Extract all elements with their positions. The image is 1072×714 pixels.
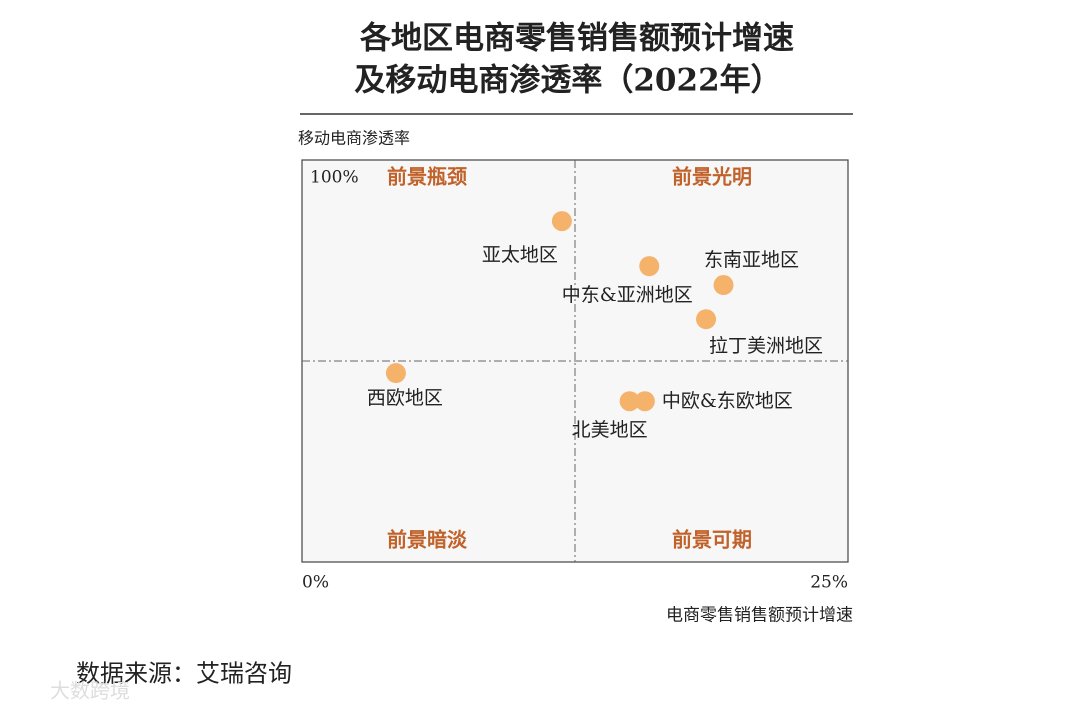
point bbox=[696, 309, 717, 330]
x-tick-label: 25% bbox=[810, 573, 848, 593]
chart-title: 各地区电商零售销售额预计增速 bbox=[359, 21, 794, 57]
point bbox=[634, 391, 655, 412]
point-label: 拉丁美洲地区 bbox=[709, 335, 823, 357]
quadrant-label: 前景光明 bbox=[672, 165, 752, 189]
chart-subtitle: 及移动电商渗透率（2022年） bbox=[354, 63, 781, 99]
point bbox=[713, 275, 734, 296]
point-label: 北美地区 bbox=[572, 419, 648, 441]
source: 数据来源：艾瑞咨询 bbox=[76, 660, 292, 688]
watermark: 大数跨境 bbox=[50, 679, 130, 703]
point bbox=[639, 256, 660, 277]
point-label: 亚太地区 bbox=[482, 244, 558, 266]
x-axis-label: 电商零售销售额预计增速 bbox=[666, 606, 853, 626]
point bbox=[619, 391, 640, 412]
point-label: 西欧地区 bbox=[367, 387, 443, 409]
x-tick-label: 0% bbox=[302, 573, 329, 593]
y-tick-label: 100% bbox=[310, 168, 359, 188]
quadrant-label: 前景暗淡 bbox=[387, 528, 468, 552]
point-label: 东南亚地区 bbox=[704, 249, 799, 271]
quadrant-label: 前景瓶颈 bbox=[387, 165, 467, 189]
point bbox=[551, 211, 572, 232]
quadrant-label: 前景可期 bbox=[672, 528, 752, 552]
point-label: 中东&亚洲地区 bbox=[562, 284, 693, 306]
point-label: 中欧&东欧地区 bbox=[662, 390, 793, 412]
point bbox=[385, 363, 406, 384]
y-axis-label: 移动电商渗透率 bbox=[298, 129, 410, 148]
